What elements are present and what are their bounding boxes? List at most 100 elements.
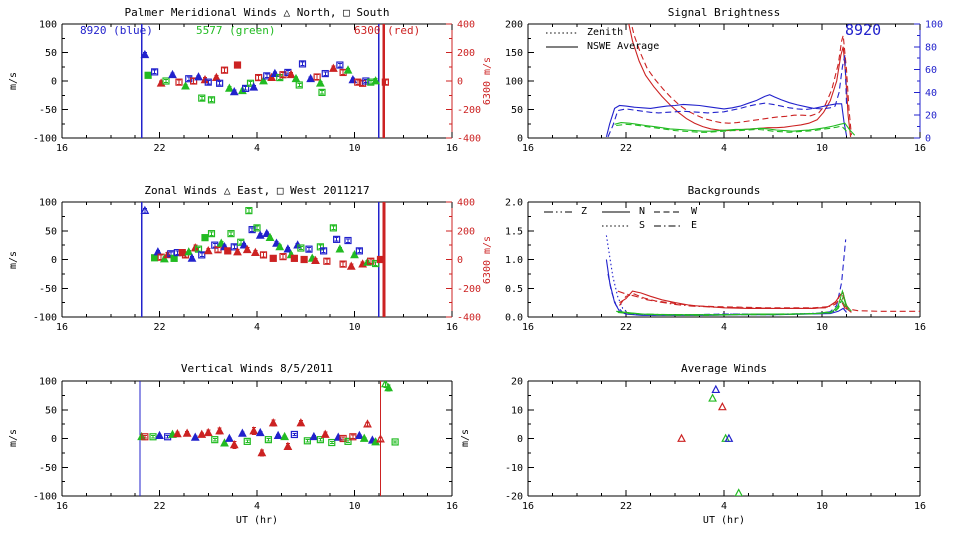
- tick-label: 200: [457, 48, 475, 59]
- tick-label: 16: [522, 322, 534, 333]
- data-point-square: [170, 254, 178, 262]
- legend-line-solid: [546, 46, 578, 47]
- tick-label: 100: [39, 198, 57, 209]
- data-point-triangle: [283, 441, 293, 450]
- data-point-triangle: [677, 433, 686, 442]
- data-point-square: [391, 438, 399, 446]
- series-b-dashed: [607, 239, 847, 316]
- data-point-square: [264, 436, 272, 444]
- data-point-square: [207, 96, 216, 104]
- data-point-square: [220, 66, 229, 74]
- tick-label: 20: [511, 377, 523, 388]
- data-point-square: [141, 433, 149, 441]
- tick-label: 16: [914, 322, 926, 333]
- legend-item-z: Z: [543, 206, 587, 217]
- tick-label: 1.5: [505, 226, 523, 237]
- data-point-triangle: [233, 247, 242, 256]
- tick-label: 80: [925, 42, 937, 53]
- legend-item-e: E: [653, 220, 697, 231]
- tick-label: 22: [153, 322, 165, 333]
- data-point-square: [204, 78, 212, 86]
- data-point-triangle: [315, 78, 325, 87]
- data-point-triangle: [328, 63, 338, 72]
- data-point-square: [253, 224, 261, 232]
- tick-label: -100: [33, 134, 57, 145]
- data-point-square: [151, 254, 159, 262]
- data-point-triangle: [203, 427, 213, 437]
- tick-label: -50: [39, 105, 57, 116]
- tick-label: 22: [620, 143, 632, 154]
- tick-label: 10: [348, 322, 360, 333]
- legend-line-dashdotdot: [544, 211, 572, 212]
- tick-label: 22: [620, 501, 632, 512]
- data-point-triangle: [211, 72, 221, 81]
- data-point-square: [263, 72, 271, 80]
- data-point-square: [295, 81, 303, 89]
- data-point-square: [198, 94, 206, 102]
- data-point-square: [149, 433, 157, 441]
- panel-title-backgrounds: Backgrounds: [687, 184, 761, 197]
- data-point-triangle: [229, 86, 239, 96]
- data-point-square: [290, 430, 298, 439]
- data-point-square: [372, 259, 380, 268]
- tick-label: 16: [446, 143, 458, 154]
- data-point-triangle: [265, 232, 275, 242]
- data-point-square: [298, 60, 307, 68]
- tick-label: 10: [816, 322, 828, 333]
- tick-label: 4: [721, 501, 727, 512]
- data-point-square: [381, 78, 389, 86]
- data-point-triangle: [724, 433, 734, 442]
- data-point-triangle: [249, 426, 259, 435]
- tick-label: 10: [816, 501, 828, 512]
- data-point-square: [201, 234, 209, 242]
- data-point-triangle: [363, 419, 372, 428]
- data-point-square: [329, 224, 337, 232]
- tick-label: 0: [51, 255, 57, 266]
- data-point-triangle: [220, 438, 229, 447]
- data-point-square: [144, 71, 152, 79]
- tick-label: 50: [511, 105, 523, 116]
- data-point-triangle: [181, 81, 190, 90]
- annotation-8920-blue: 8920 (blue): [80, 24, 153, 37]
- tick-label: -400: [457, 313, 481, 324]
- tick-label: 16: [914, 143, 926, 154]
- tick-label: -200: [457, 284, 481, 295]
- tick-label: 10: [511, 405, 523, 416]
- legend-line-solid: [602, 211, 630, 212]
- data-point-square: [303, 437, 311, 445]
- data-point-square: [336, 61, 344, 69]
- data-point-triangle: [140, 205, 150, 215]
- tick-label: -100: [33, 313, 57, 324]
- series-r-solid: [628, 24, 852, 137]
- tick-label: 4: [254, 322, 260, 333]
- panel-title-zonal: Zonal Winds △ East, □ West 2011217: [144, 184, 370, 197]
- tick-label: 16: [446, 501, 458, 512]
- tick-label: 0.0: [505, 313, 523, 324]
- data-point-square: [243, 437, 251, 445]
- series-g-dashdot: [617, 298, 847, 316]
- tick-label: 200: [457, 226, 475, 237]
- data-point-square: [328, 438, 336, 447]
- tick-label: 50: [45, 48, 57, 59]
- data-point-triangle: [159, 254, 169, 263]
- tick-label: 200: [505, 20, 523, 31]
- data-point-square: [355, 247, 363, 255]
- data-point-triangle: [140, 49, 150, 59]
- tick-label: -100: [33, 492, 57, 503]
- data-point-triangle: [309, 431, 319, 441]
- tick-label: 50: [45, 405, 57, 416]
- data-point-triangle: [268, 418, 278, 427]
- tick-label: 16: [914, 501, 926, 512]
- tick-label: 22: [153, 501, 165, 512]
- series-r-dashed: [619, 291, 920, 312]
- data-point-triangle: [273, 430, 283, 440]
- legend-label-e: E: [691, 220, 698, 231]
- tick-label: 1.0: [505, 255, 523, 266]
- data-point-square: [318, 88, 326, 97]
- panel-title-average: Average Winds: [680, 362, 768, 375]
- tick-label: 4: [254, 501, 260, 512]
- legend-line-dashed: [654, 211, 682, 212]
